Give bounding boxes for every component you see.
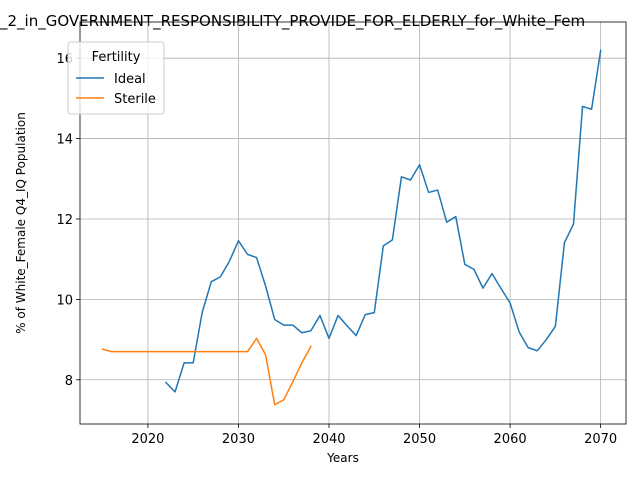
legend-label-ideal: Ideal <box>114 72 146 87</box>
x-tick-label: 2040 <box>312 432 345 447</box>
legend-title: Fertility <box>92 50 141 65</box>
legend-label-sterile: Sterile <box>114 92 156 107</box>
x-tick-label: 2030 <box>222 432 255 447</box>
x-tick-label: 2020 <box>131 432 164 447</box>
y-tick-label: 14 <box>56 133 73 148</box>
y-tick-label: 10 <box>56 293 73 308</box>
series-line-ideal <box>166 51 601 392</box>
y-tick-label: 12 <box>56 213 73 228</box>
x-axis-ticks: 2020 2030 2040 2050 2060 2070 <box>131 424 617 447</box>
y-tick-label: 8 <box>65 374 73 389</box>
series-line-sterile <box>103 338 311 404</box>
y-axis-label: % of White_Female Q4_IQ Population <box>14 112 28 334</box>
legend: Fertility Ideal Sterile <box>68 42 164 114</box>
chart-title: _2_in_GOVERNMENT_RESPONSIBILITY_PROVIDE_… <box>0 12 585 31</box>
x-tick-label: 2070 <box>584 432 617 447</box>
x-axis-label: Years <box>326 451 359 465</box>
x-tick-label: 2050 <box>403 432 436 447</box>
series-lines <box>103 51 601 405</box>
x-tick-label: 2060 <box>494 432 527 447</box>
